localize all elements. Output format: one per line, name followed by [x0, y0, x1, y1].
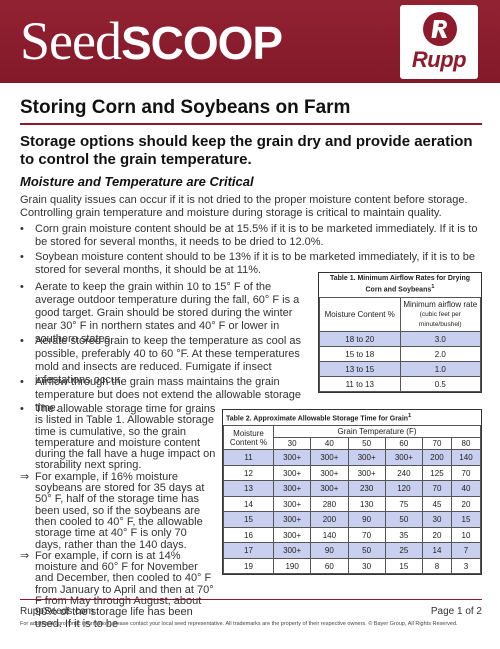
table2-temp-header: 40 — [310, 437, 349, 451]
table2-temp-header: 70 — [422, 437, 452, 451]
table2-temp-header: 80 — [450, 437, 482, 451]
table1-header-airflow: Minimum airflow rate (cubic feet per min… — [399, 297, 481, 333]
table2-temp-header: 50 — [347, 437, 386, 451]
arrow-icon: ⇒ — [20, 549, 30, 562]
subtitle: Storage options should keep the grain dr… — [20, 133, 473, 168]
bullet-item: • The allowable storage time for grains i… — [20, 403, 216, 472]
table-row: 14 300+ 280 130 75 45 20 — [223, 495, 482, 513]
storage-time-column: • The allowable storage time for grains i… — [20, 403, 216, 630]
bullet-text: The allowable storage time for grains is… — [35, 403, 216, 472]
bullet-item: • Corn grain moisture content should be a… — [20, 223, 478, 248]
bullet-item: • Aerate to keep the grain within 10 to 1… — [20, 281, 300, 345]
table-row: 15 to 18 2.0 — [319, 346, 481, 363]
bullet-text: Soybean moisture content should to be 13… — [35, 251, 476, 276]
section-heading: Moisture and Temperature are Critical — [20, 174, 254, 189]
table-airflow-rates: Table 1. Minimum Airflow Rates for Dryin… — [318, 272, 482, 394]
table1-grid: Moisture Content % Minimum airflow rate … — [319, 297, 481, 393]
page-title: Storing Corn and Soybeans on Farm — [20, 97, 351, 118]
bullet-text: Corn grain moisture content should be at… — [35, 223, 478, 248]
bullet-item: • Aerate stored grain to keep the tempera… — [20, 335, 301, 386]
table-row: 16 300+ 140 70 35 20 10 — [223, 526, 482, 544]
table-row: 13 300+ 300+ 230 120 70 40 — [223, 480, 482, 497]
masthead-title: SeedSCOOP — [20, 10, 283, 74]
footer-website-link[interactable]: RuppSeeds.com — [20, 606, 94, 617]
intro-paragraph: Grain quality issues can occur if it is … — [20, 194, 468, 219]
rupp-logo: Rupp — [400, 5, 478, 79]
example-item: ⇒ For example, if 16% moisture soybeans a… — [20, 470, 216, 551]
bullet-item: • Soybean moisture content should to be 1… — [20, 251, 476, 276]
table2-temp-header: 60 — [384, 437, 424, 451]
table2-header-temperature: Grain Temperature (F) — [273, 425, 481, 439]
masthead-banner: SeedSCOOP Rupp — [0, 0, 500, 83]
example-text: For example, if corn is at 14% moisture … — [35, 549, 214, 630]
table2-grid: Moisture Content % Grain Temperature (F)… — [223, 425, 482, 575]
title-divider — [20, 123, 482, 125]
bullet-item: • Airflow through the grain mass maintain… — [20, 376, 302, 414]
example-text: For example, if 16% moisture soybeans ar… — [35, 470, 205, 551]
footer-disclaimer: For additional agronomic information, pl… — [20, 621, 458, 627]
bullet-text: Airflow through the grain mass maintains… — [35, 376, 302, 414]
footer-divider — [20, 599, 482, 600]
table1-header-moisture: Moisture Content % — [319, 297, 401, 333]
bullet-text: Aerate stored grain to keep the temperat… — [35, 335, 301, 386]
bullet-text: Aerate to keep the grain within 10 to 15… — [35, 281, 300, 345]
table2-header-moisture: Moisture Content % — [223, 425, 274, 451]
table2-title: Table 2. Approximate Allowable Storage T… — [226, 413, 412, 423]
table-row: 11 300+ 300+ 300+ 300+ 200 140 — [223, 449, 482, 466]
table-row: 19 190 60 30 15 8 3 — [223, 557, 482, 575]
table-row: 11 to 13 0.5 — [319, 376, 481, 393]
arrow-icon: ⇒ — [20, 470, 30, 483]
table-storage-time: Table 2. Approximate Allowable Storage T… — [222, 409, 482, 576]
masthead-seed: Seed — [20, 11, 122, 71]
table-row: 18 to 20 3.0 — [319, 331, 481, 348]
rupp-logo-icon — [423, 12, 457, 46]
example-item: ⇒ For example, if corn is at 14% moisture… — [20, 549, 216, 630]
table1-title: Table 1. Minimum Airflow Rates for Dryin… — [329, 275, 471, 294]
table-row: 13 to 15 1.0 — [319, 361, 481, 378]
table-row: 17 300+ 90 50 25 14 7 — [223, 542, 482, 559]
table-row: 12 300+ 300+ 300+ 240 125 70 — [223, 464, 482, 482]
table-row: 15 300+ 200 90 50 30 15 — [223, 511, 482, 528]
masthead-scoop: SCOOP — [120, 17, 283, 69]
page-number: Page 1 of 2 — [430, 606, 482, 617]
rupp-logo-text: Rupp — [411, 47, 467, 72]
table2-temp-header: 30 — [272, 437, 312, 451]
